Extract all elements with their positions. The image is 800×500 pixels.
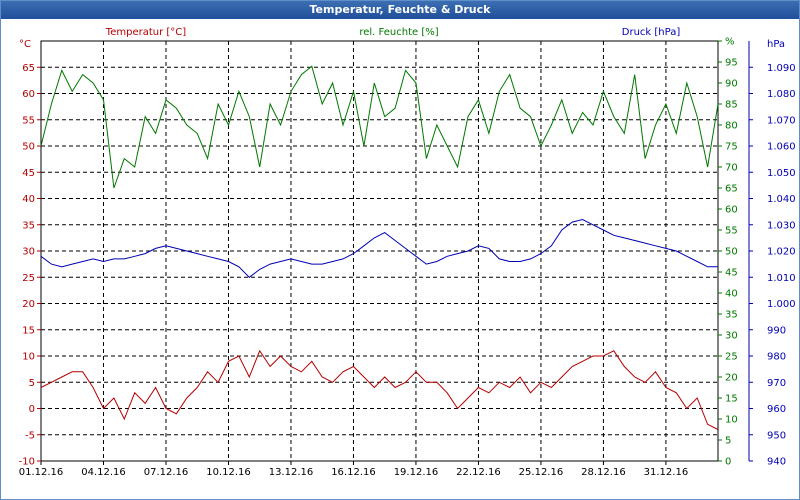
x-tick-label: 31.12.16	[644, 467, 689, 478]
x-tick-label: 28.12.16	[581, 467, 626, 478]
pressure-tick-label: 1.010	[767, 273, 796, 284]
temp-tick-label: 60	[22, 89, 35, 100]
humidity-tick-label: 35	[725, 310, 738, 321]
humidity-tick-label: 90	[725, 79, 738, 90]
temp-tick-label: -10	[19, 457, 35, 468]
humidity-tick-label: 55	[725, 226, 738, 237]
axis-unit-pressure: hPa	[767, 39, 785, 50]
legend-humidity: rel. Feuchte [%]	[359, 27, 438, 38]
humidity-tick-label: 50	[725, 247, 738, 258]
temp-tick-label: 35	[22, 220, 35, 231]
x-tick-label: 10.12.16	[206, 467, 251, 478]
pressure-tick-label: 960	[767, 404, 786, 415]
humidity-tick-label: 85	[725, 100, 738, 111]
pressure-tick-label: 980	[767, 352, 786, 363]
temp-tick-label: 5	[29, 378, 35, 389]
pressure-tick-label: 1.000	[767, 299, 796, 310]
temp-tick-label: -5	[25, 430, 35, 441]
temp-tick-label: 25	[22, 273, 35, 284]
x-tick-label: 22.12.16	[456, 467, 501, 478]
pressure-tick-label: 940	[767, 457, 786, 468]
humidity-tick-label: 10	[725, 415, 738, 426]
humidity-tick-label: 40	[725, 289, 738, 300]
pressure-tick-label: 1.030	[767, 220, 796, 231]
temp-tick-label: 40	[22, 194, 35, 205]
pressure-tick-label: 1.020	[767, 247, 796, 258]
x-tick-label: 16.12.16	[331, 467, 376, 478]
axes: 01.12.16 04.12.16 07.12.16 10.12.16 13.12.16…	[19, 37, 796, 479]
humidity-tick-label: 45	[725, 268, 738, 279]
humidity-tick-label: 65	[725, 184, 738, 195]
x-tick-label: 25.12.16	[519, 467, 564, 478]
temp-tick-label: 50	[22, 142, 35, 153]
x-tick-label: 13.12.16	[269, 467, 314, 478]
temp-tick-label: 55	[22, 115, 35, 126]
legend-temperature: Temperatur [°C]	[105, 27, 186, 38]
humidity-tick-label: 60	[725, 205, 738, 216]
pressure-tick-label: 1.050	[767, 168, 796, 179]
humidity-tick-label: 15	[725, 394, 738, 405]
axis-unit-temperature: °C	[19, 39, 31, 50]
series-line-temperature	[40, 349, 719, 430]
series-line-humidity	[40, 65, 719, 189]
x-tick-label: 04.12.16	[81, 467, 126, 478]
temp-tick-label: 10	[22, 352, 35, 363]
temp-tick-label: 30	[22, 247, 35, 258]
humidity-tick-label: 20	[725, 373, 738, 384]
pressure-tick-label: 1.060	[767, 142, 796, 153]
chart-canvas: 01.12.16 04.12.16 07.12.16 10.12.16 13.12.16…	[19, 27, 796, 479]
x-tick-label: 01.12.16	[19, 467, 64, 478]
humidity-tick-label: %	[725, 37, 735, 48]
humidity-tick-label: 5	[725, 436, 731, 447]
temp-tick-label: 45	[22, 168, 35, 179]
humidity-tick-label: 75	[725, 142, 738, 153]
series-line-pressure	[40, 218, 718, 278]
pressure-tick-label: 1.090	[767, 63, 796, 74]
pressure-tick-label: 1.070	[767, 115, 796, 126]
grid-lines	[41, 41, 718, 462]
humidity-tick-label: 25	[725, 352, 738, 363]
legend: Temperatur [°C] rel. Feuchte [%] Druck […	[105, 27, 681, 38]
humidity-tick-label: 30	[725, 331, 738, 342]
pressure-tick-label: 1.040	[767, 194, 796, 205]
temp-tick-label: 65	[22, 63, 35, 74]
temp-tick-label: 20	[22, 299, 35, 310]
temp-tick-label: 0	[29, 404, 35, 415]
humidity-tick-label: 95	[725, 58, 738, 69]
pressure-tick-label: 990	[767, 325, 786, 336]
pressure-tick-label: 950	[767, 430, 786, 441]
temp-tick-label: 15	[22, 325, 35, 336]
humidity-tick-label: 80	[725, 121, 738, 132]
x-tick-label: 19.12.16	[394, 467, 439, 478]
pressure-tick-label: 970	[767, 378, 786, 389]
legend-pressure: Druck [hPa]	[622, 27, 681, 38]
humidity-tick-label: 0	[725, 457, 731, 468]
x-tick-label: 07.12.16	[144, 467, 189, 478]
window-title: Temperatur, Feuchte & Druck	[1, 1, 799, 19]
pressure-tick-label: 1.080	[767, 89, 796, 100]
data-series	[40, 65, 719, 430]
humidity-tick-label: 70	[725, 163, 738, 174]
